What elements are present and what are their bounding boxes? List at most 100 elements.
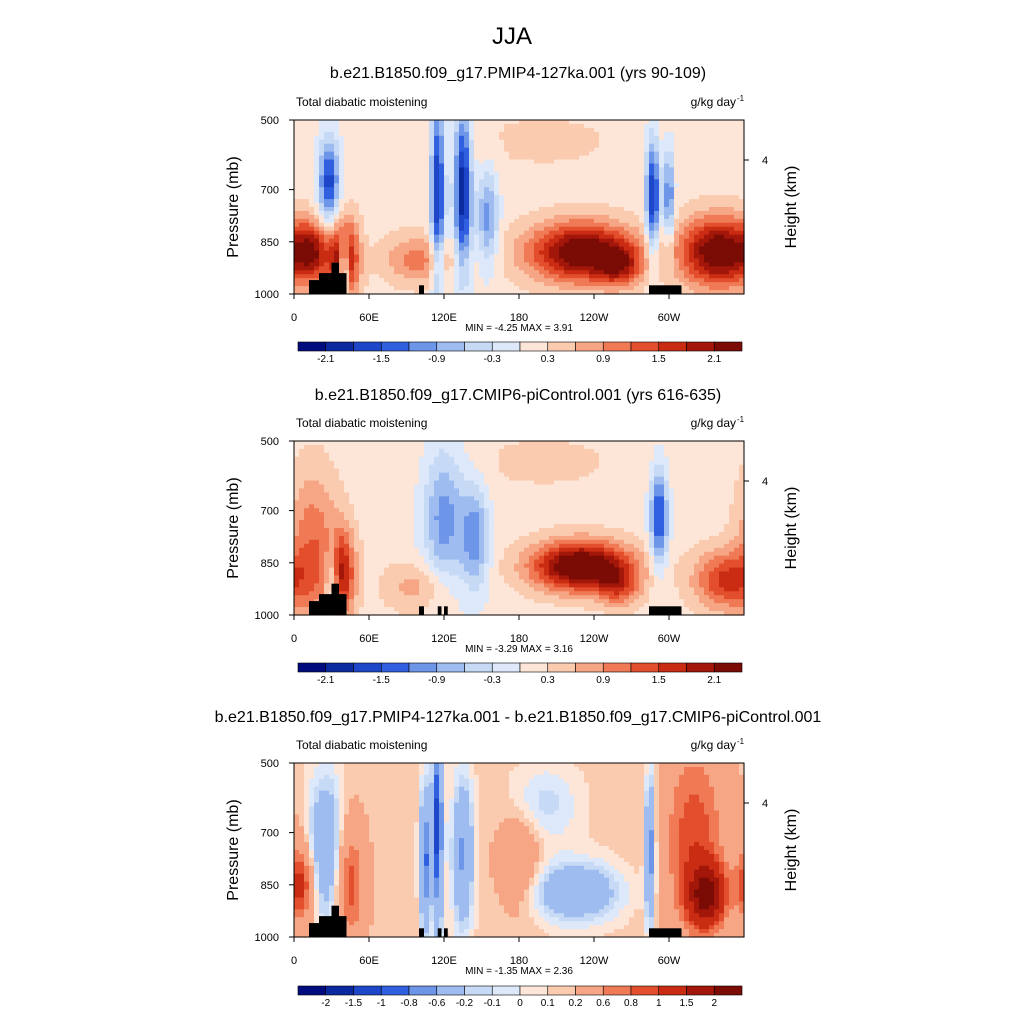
heatmap-cell bbox=[349, 278, 355, 283]
heatmap-cell bbox=[634, 183, 640, 188]
heatmap-cell bbox=[449, 238, 455, 244]
heatmap-cell bbox=[374, 448, 380, 454]
heatmap-cell bbox=[674, 151, 680, 157]
heatmap-cell bbox=[554, 222, 560, 228]
heatmap-cell bbox=[319, 441, 325, 446]
heatmap-cell bbox=[594, 254, 600, 259]
heatmap-cell bbox=[404, 282, 410, 287]
heatmap-cell bbox=[654, 476, 660, 482]
heatmap-cell bbox=[714, 238, 720, 244]
heatmap-cell bbox=[359, 226, 365, 232]
heatmap-cell bbox=[479, 472, 485, 478]
heatmap-cell bbox=[379, 242, 385, 248]
heatmap-cell bbox=[529, 207, 535, 212]
heatmap-cell bbox=[659, 234, 665, 240]
heatmap-cell bbox=[444, 476, 450, 482]
heatmap-cell bbox=[669, 139, 675, 145]
heatmap-cell bbox=[589, 448, 595, 454]
heatmap-cell bbox=[564, 254, 570, 259]
heatmap-cell bbox=[399, 203, 405, 208]
heatmap-cell bbox=[634, 452, 640, 458]
heatmap-cell bbox=[639, 246, 645, 252]
heatmap-cell bbox=[349, 246, 355, 252]
heatmap-cell bbox=[319, 226, 325, 232]
heatmap-cell bbox=[469, 120, 475, 125]
heatmap-cell bbox=[429, 266, 435, 271]
heatmap-cell bbox=[704, 207, 710, 212]
heatmap-cell bbox=[434, 183, 440, 188]
heatmap-cell bbox=[664, 258, 670, 263]
heatmap-cell bbox=[619, 472, 625, 478]
heatmap-cell bbox=[414, 179, 420, 184]
heatmap-cell bbox=[549, 238, 555, 244]
heatmap-cell bbox=[544, 214, 550, 220]
heatmap-cell bbox=[624, 199, 630, 204]
heatmap-cell bbox=[704, 123, 710, 129]
heatmap-cell bbox=[404, 266, 410, 271]
heatmap-cell bbox=[444, 123, 450, 129]
heatmap-cell bbox=[569, 246, 575, 252]
heatmap-cell bbox=[419, 163, 425, 169]
heatmap-cell bbox=[624, 171, 630, 176]
heatmap-cell bbox=[704, 171, 710, 176]
heatmap-cell bbox=[474, 218, 480, 224]
heatmap-cell bbox=[534, 123, 540, 129]
heatmap-cell bbox=[514, 195, 520, 200]
heatmap-cell bbox=[654, 163, 660, 169]
heatmap-cell bbox=[619, 452, 625, 458]
heatmap-cell bbox=[609, 290, 615, 295]
heatmap-cell bbox=[674, 191, 680, 196]
heatmap-cell bbox=[529, 179, 535, 184]
heatmap-cell bbox=[709, 199, 715, 204]
heatmap-cell bbox=[374, 460, 380, 466]
heatmap-cell bbox=[419, 171, 425, 176]
heatmap-cell bbox=[654, 139, 660, 145]
heatmap-cell bbox=[384, 230, 390, 236]
heatmap-cell bbox=[699, 143, 705, 149]
heatmap-cell bbox=[559, 250, 565, 256]
heatmap-cell bbox=[359, 199, 365, 204]
heatmap-cell bbox=[734, 147, 740, 153]
heatmap-cell bbox=[609, 183, 615, 188]
heatmap-cell bbox=[354, 139, 360, 145]
heatmap-cell bbox=[534, 464, 540, 470]
heatmap-cell bbox=[674, 218, 680, 224]
heatmap-cell bbox=[369, 123, 375, 129]
heatmap-cell bbox=[724, 163, 730, 169]
heatmap-cell bbox=[659, 460, 665, 466]
heatmap-cell bbox=[494, 179, 500, 184]
heatmap-cell bbox=[424, 139, 430, 145]
heatmap-cell bbox=[639, 135, 645, 141]
heatmap-cell bbox=[534, 195, 540, 200]
heatmap-cell bbox=[524, 452, 530, 458]
heatmap-cell bbox=[644, 460, 650, 466]
heatmap-cell bbox=[369, 246, 375, 252]
heatmap-cell bbox=[709, 246, 715, 252]
heatmap-cell bbox=[589, 214, 595, 220]
units-label: g/kg day bbox=[691, 95, 736, 109]
heatmap-cell bbox=[299, 127, 305, 133]
heatmap-cell bbox=[469, 452, 475, 458]
heatmap-cell bbox=[499, 135, 505, 141]
heatmap-cell bbox=[724, 147, 730, 153]
heatmap-cell bbox=[439, 143, 445, 149]
heatmap-cell bbox=[634, 127, 640, 133]
heatmap-cell bbox=[319, 476, 325, 482]
heatmap-cell bbox=[454, 282, 460, 287]
heatmap-cell bbox=[599, 456, 605, 462]
heatmap-cell bbox=[384, 480, 390, 486]
heatmap-cell bbox=[354, 195, 360, 200]
heatmap-cell bbox=[724, 207, 730, 212]
heatmap-cell bbox=[469, 179, 475, 184]
heatmap-cell bbox=[449, 214, 455, 220]
heatmap-cell bbox=[409, 441, 415, 446]
heatmap-cell bbox=[334, 456, 340, 462]
heatmap-cell bbox=[534, 191, 540, 196]
heatmap-cell bbox=[464, 135, 470, 141]
heatmap-cell bbox=[549, 262, 555, 267]
heatmap-cell bbox=[434, 175, 440, 180]
heatmap-cell bbox=[469, 262, 475, 267]
heatmap-cell bbox=[454, 155, 460, 161]
heatmap-cell bbox=[319, 218, 325, 224]
heatmap-cell bbox=[559, 214, 565, 220]
